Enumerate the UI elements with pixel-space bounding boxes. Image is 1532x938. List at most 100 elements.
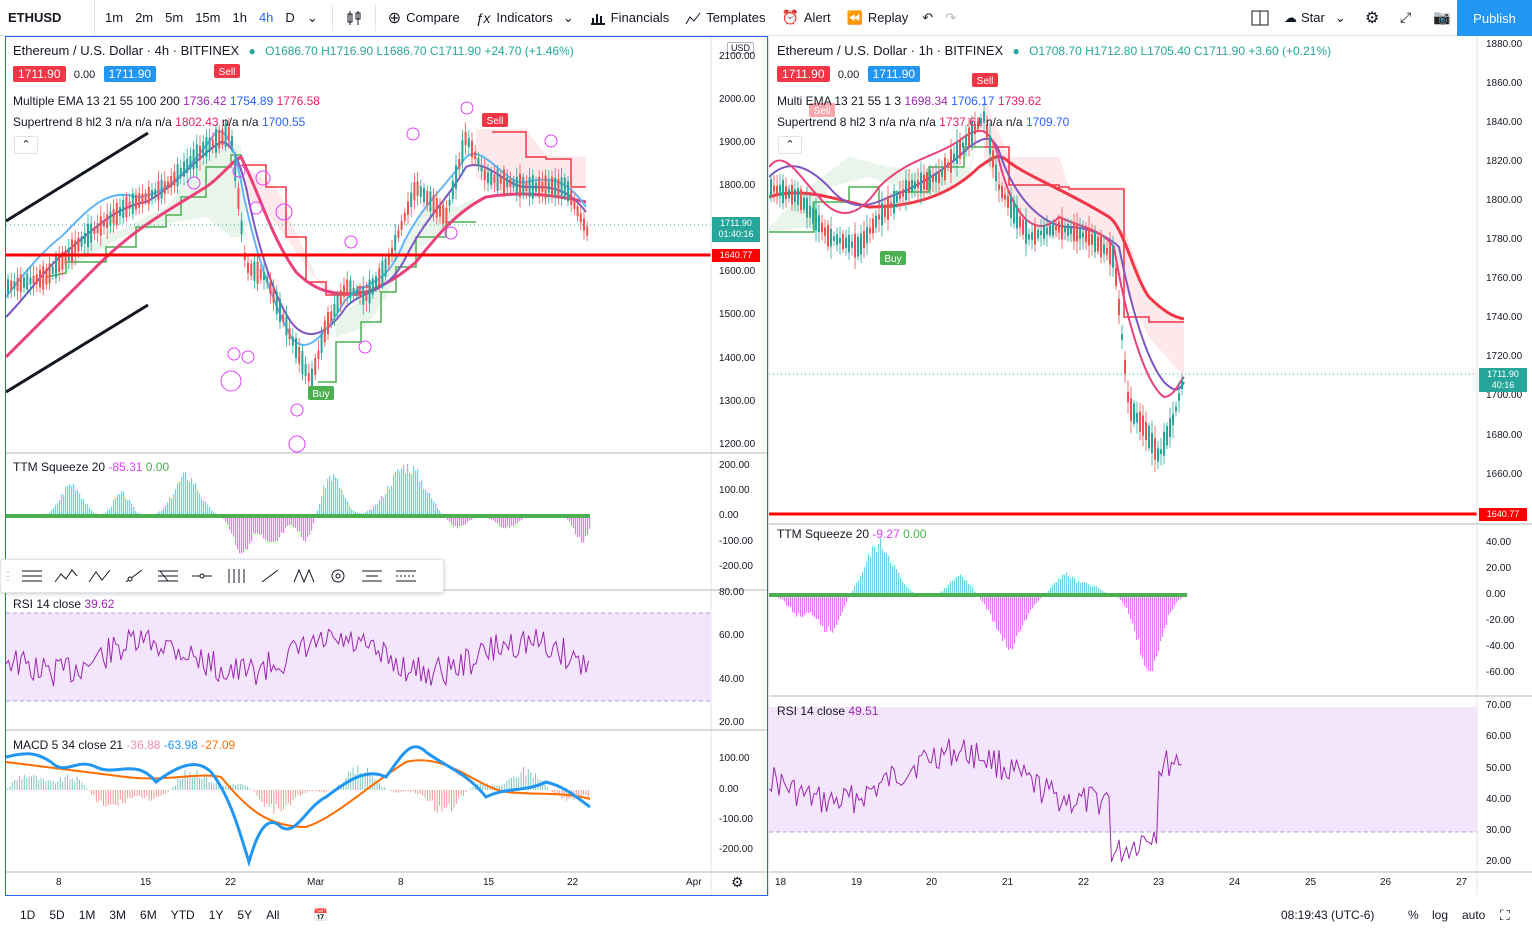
xabcd-tool[interactable] xyxy=(287,561,321,591)
settings-button[interactable]: ⚙ xyxy=(1357,0,1387,36)
range-ytd[interactable]: YTD xyxy=(170,908,195,922)
range-1d[interactable]: 1D xyxy=(20,908,36,922)
trend-line-tool[interactable] xyxy=(117,561,151,591)
macd-histogram-bar xyxy=(551,790,553,793)
timeframe-d[interactable]: D xyxy=(285,10,295,25)
histogram-bar xyxy=(233,516,235,537)
right-price-axis[interactable]: 1880.00 1860.00 1840.00 1820.00 1800.00 … xyxy=(1486,37,1532,517)
clock-display[interactable]: 08:19:43 (UTC-6) xyxy=(1281,908,1375,922)
left-chart-svg[interactable]: Sell Sell Buy xyxy=(6,37,767,895)
range-1m[interactable]: 1M xyxy=(78,908,96,922)
candle-body xyxy=(579,213,582,223)
range-5y[interactable]: 5Y xyxy=(237,908,253,922)
pattern-tool[interactable] xyxy=(49,561,83,591)
histogram-bar xyxy=(277,516,279,542)
auto-toggle[interactable]: auto xyxy=(1462,908,1486,922)
symbol-search[interactable]: ETHUSD xyxy=(0,0,95,36)
right-rsi-legend[interactable]: RSI 14 close 49.51 xyxy=(777,704,878,718)
log-toggle[interactable]: log xyxy=(1432,908,1449,922)
abc-pattern-tool[interactable] xyxy=(83,561,117,591)
spiral-tool[interactable] xyxy=(321,561,355,591)
range-all[interactable]: All xyxy=(266,908,280,922)
chevron-down-icon[interactable]: ⌄ xyxy=(306,9,318,25)
macd-histogram-bar xyxy=(515,777,517,790)
left-ema-legend[interactable]: Multiple EMA 13 21 55 100 200 1736.42 17… xyxy=(13,94,320,108)
right-symbol-title[interactable]: Ethereum / U.S. Dollar · 1h · BITFINEX xyxy=(777,43,1004,58)
timeframe-1m[interactable]: 1m xyxy=(105,10,124,25)
ttm-name: TTM Squeeze 20 xyxy=(13,460,106,474)
left-collapse-legend-button[interactable]: ⌃ xyxy=(14,136,38,154)
layout-button[interactable] xyxy=(1243,0,1277,36)
range-3m[interactable]: 3M xyxy=(109,908,127,922)
divider xyxy=(331,4,333,31)
right-buy-price[interactable]: 1711.90 xyxy=(867,66,921,82)
range-6m[interactable]: 6M xyxy=(140,908,157,922)
candle-body xyxy=(926,172,928,190)
candle-body xyxy=(869,227,871,234)
left-buy-price[interactable]: 1711.90 xyxy=(103,66,157,82)
right-ema-legend[interactable]: Multi EMA 13 21 55 1 3 1698.34 1706.17 1… xyxy=(777,94,1041,108)
right-chart-svg[interactable]: Sell Sell Buy xyxy=(769,37,1532,895)
left-chart-settings-gear[interactable]: ⚙ xyxy=(731,874,744,891)
range-tool[interactable] xyxy=(355,561,389,591)
macd-histogram-bar xyxy=(105,790,107,808)
publish-button[interactable]: Publish xyxy=(1457,0,1532,36)
range-1y[interactable]: 1Y xyxy=(208,908,224,922)
left-chart-pane[interactable] xyxy=(5,36,768,896)
timeframe-1h[interactable]: 1h xyxy=(232,10,247,25)
indicators-button[interactable]: ƒx Indicators ⌄ xyxy=(468,0,582,36)
ray-icon xyxy=(192,573,212,579)
macd-histogram-bar xyxy=(52,781,54,790)
histogram-bar xyxy=(1168,595,1170,616)
left-rsi-legend[interactable]: RSI 14 close 39.62 xyxy=(13,597,114,611)
alert-button[interactable]: ⏰ Alert xyxy=(773,0,838,36)
redo-button[interactable]: ↷ xyxy=(939,0,962,36)
fib-tool[interactable] xyxy=(151,561,185,591)
left-macd-legend[interactable]: MACD 5 34 close 21 -36.88 -63.98 -27.09 xyxy=(13,738,235,752)
line-tool[interactable] xyxy=(253,561,287,591)
timeframe-4h[interactable]: 4h xyxy=(258,10,274,25)
left-symbol-title[interactable]: Ethereum / U.S. Dollar · 4h · BITFINEX xyxy=(13,43,240,58)
timeframe-5m[interactable]: 5m xyxy=(165,10,184,25)
left-price-axis[interactable]: 2100.00 2000.00 1900.00 1800.00 1600.00 … xyxy=(719,37,767,450)
gann-tool[interactable] xyxy=(219,561,253,591)
replay-button[interactable]: ⏪ Replay xyxy=(839,0,917,36)
left-sell-price[interactable]: 1711.90 xyxy=(13,66,66,82)
undo-button[interactable]: ↶ xyxy=(916,0,939,36)
right-chart-pane[interactable] xyxy=(768,36,1532,896)
histogram-bar xyxy=(333,474,335,516)
right-time-axis[interactable]: 18 19 20 21 22 23 24 25 26 27 xyxy=(769,872,1477,894)
candle-body xyxy=(782,180,784,204)
drag-handle-icon[interactable]: ⋮ xyxy=(2,569,14,583)
snapshot-button[interactable]: 📷 xyxy=(1425,0,1458,36)
right-ttm-legend[interactable]: TTM Squeeze 20 -9.27 0.00 xyxy=(777,527,926,541)
histogram-bar xyxy=(511,516,513,526)
projection-tool[interactable] xyxy=(389,561,423,591)
right-collapse-legend-button[interactable]: ⌃ xyxy=(778,136,802,154)
candle-body xyxy=(860,233,862,255)
fullscreen-button[interactable]: ⤢ xyxy=(1392,0,1419,36)
star-button[interactable]: ☁ Star ⌄ xyxy=(1276,0,1354,36)
left-supertrend-legend[interactable]: Supertrend 8 hl2 3 n/a n/a n/a 1802.43 n… xyxy=(13,115,305,129)
candle-body xyxy=(58,255,61,273)
right-supertrend-legend[interactable]: Supertrend 8 hl2 3 n/a n/a n/a 1737.61 n… xyxy=(777,115,1069,129)
templates-button[interactable]: Templates xyxy=(677,0,773,36)
timeframe-2m[interactable]: 2m xyxy=(135,10,154,25)
date-range-button[interactable]: 📅 xyxy=(306,908,335,922)
compare-button[interactable]: ⊕ Compare xyxy=(380,0,468,36)
timeframe-15m[interactable]: 15m xyxy=(195,10,221,25)
right-sell-price[interactable]: 1711.90 xyxy=(777,66,830,82)
percent-toggle[interactable]: % xyxy=(1408,908,1419,922)
range-5d[interactable]: 5D xyxy=(49,908,65,922)
histogram-bar xyxy=(337,478,339,516)
chart-type-button[interactable] xyxy=(337,0,371,36)
candle-body xyxy=(445,207,448,223)
left-time-axis[interactable]: 8 15 22 Mar 8 15 22 Apr xyxy=(6,872,711,894)
left-ttm-legend[interactable]: TTM Squeeze 20 -85.31 0.00 xyxy=(13,460,169,474)
fullscreen-icon[interactable]: ⛶ xyxy=(1500,906,1510,923)
candle-body xyxy=(288,328,291,340)
ray-tool[interactable] xyxy=(185,561,219,591)
candle-body xyxy=(875,215,877,228)
horizontal-lines-tool[interactable] xyxy=(15,561,49,591)
financials-button[interactable]: Financials xyxy=(582,0,678,36)
